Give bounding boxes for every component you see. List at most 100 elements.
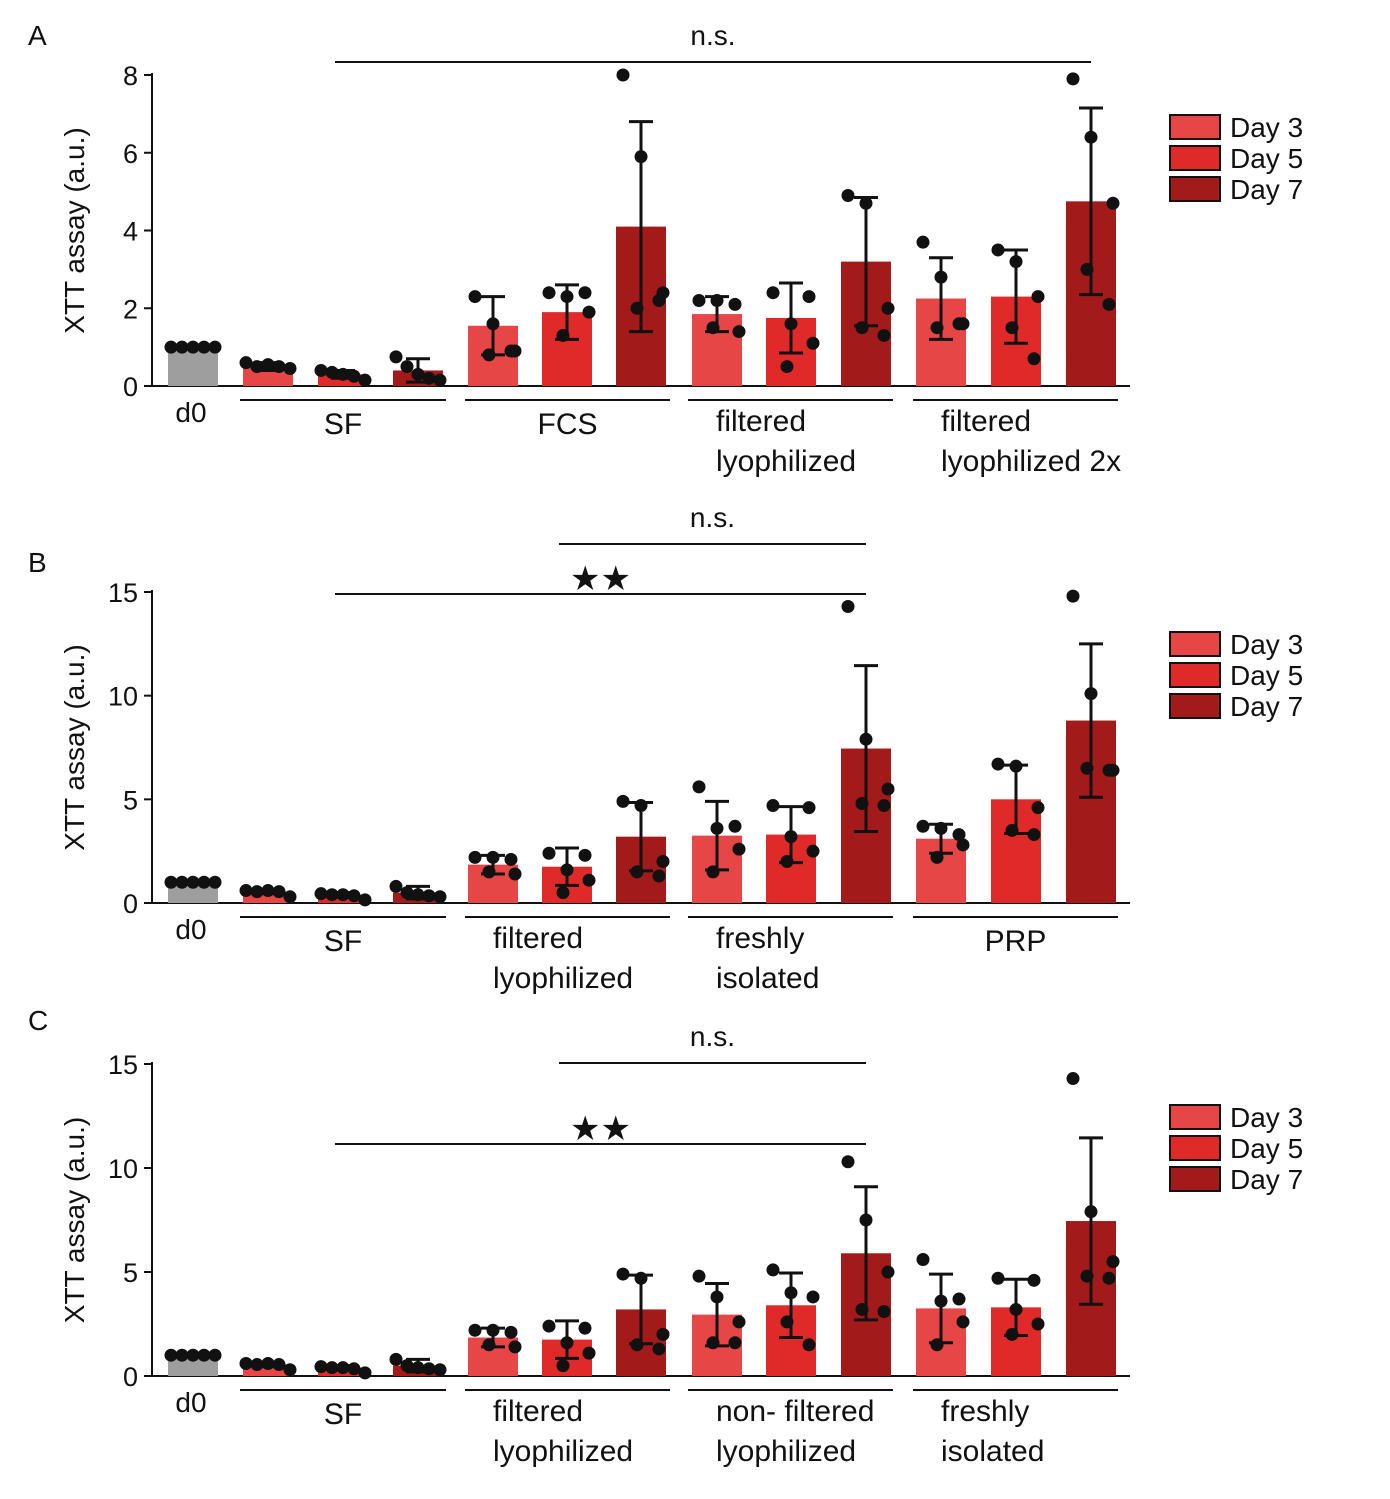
significance-label: n.s. [690,20,735,51]
data-point [652,293,666,307]
data-point [784,830,798,844]
y-tick-label: 2 [123,294,138,324]
data-point [468,850,482,864]
data-point [175,1348,189,1362]
y-tick-label: 6 [123,139,138,169]
data-point [1009,1302,1023,1316]
data-point [652,1342,666,1356]
data-point [841,1155,855,1169]
data-point [560,863,574,877]
significance-label: ★★ [570,560,631,598]
data-point [881,301,895,315]
data-point [916,1253,930,1267]
data-point [952,317,966,331]
data-point [433,1363,447,1377]
data-point [582,873,596,887]
data-point [239,1357,253,1371]
data-point [578,1321,592,1335]
data-point [556,886,570,900]
data-point [881,1265,895,1279]
group-label-d0: d0 [175,397,206,428]
data-point [1102,297,1116,311]
legend-swatch [1169,1135,1221,1161]
data-point [347,889,361,903]
data-point [656,1327,670,1341]
legend-swatch [1169,1104,1221,1130]
data-point [766,1263,780,1277]
y-tick-label: 4 [123,217,138,247]
data-point [389,350,403,364]
data-point [802,290,816,304]
data-point [261,358,275,372]
data-point [952,828,966,842]
group-label: filtered [716,405,806,438]
data-point [692,780,706,794]
significance-label: n.s. [690,1021,735,1052]
data-point [239,884,253,898]
significance-label: n.s. [690,502,735,533]
data-point [1005,823,1019,837]
data-point [855,1302,869,1316]
data-point [556,1359,570,1373]
data-point [422,889,436,903]
data-point [400,1359,414,1373]
data-point [358,373,372,387]
data-point [556,328,570,342]
data-point [991,243,1005,257]
group-label-d0: d0 [175,914,206,945]
data-point [422,371,436,385]
legend-label: Day 7 [1230,691,1303,722]
data-point [855,321,869,335]
group-label: FCS [538,408,598,441]
legend-label: Day 7 [1230,1164,1303,1195]
data-point [400,886,414,900]
data-point [197,875,211,889]
data-point [859,1213,873,1227]
group-label: non- filtered [716,1395,874,1428]
data-point [1102,1271,1116,1285]
data-point [881,782,895,796]
data-point [877,328,891,342]
significance-label: ★★ [570,1110,631,1148]
panel-letter: B [28,547,47,578]
data-point [272,1358,286,1372]
data-point [175,340,189,354]
data-point [634,150,648,164]
data-point [806,1290,820,1304]
data-point [433,373,447,387]
data-point [508,867,522,881]
data-point [692,293,706,307]
legend-label: Day 5 [1230,1133,1303,1164]
data-point [1080,761,1094,775]
data-point [208,1348,222,1362]
data-point [732,325,746,339]
data-point [616,68,630,82]
data-point [250,360,264,374]
data-point [389,1352,403,1366]
group-label: filtered [493,922,583,955]
data-point [1102,763,1116,777]
data-point [358,1366,372,1380]
legend-swatch [1169,631,1221,657]
data-point [542,286,556,300]
data-point [325,888,339,902]
group-label: isolated [941,1435,1044,1468]
data-point [582,1346,596,1360]
legend-swatch [1169,114,1221,140]
data-point [325,365,339,379]
panel-letter: A [28,20,47,51]
legend-swatch [1169,145,1221,171]
legend-label: Day 7 [1230,174,1303,205]
data-point [1005,321,1019,335]
data-point [710,293,724,307]
data-point [389,879,403,893]
data-point [486,1323,500,1337]
data-point [802,801,816,815]
data-point [1080,1269,1094,1283]
data-point [197,1348,211,1362]
data-point [1005,1327,1019,1341]
data-point [841,600,855,614]
data-point [1066,72,1080,86]
bar [243,891,293,903]
